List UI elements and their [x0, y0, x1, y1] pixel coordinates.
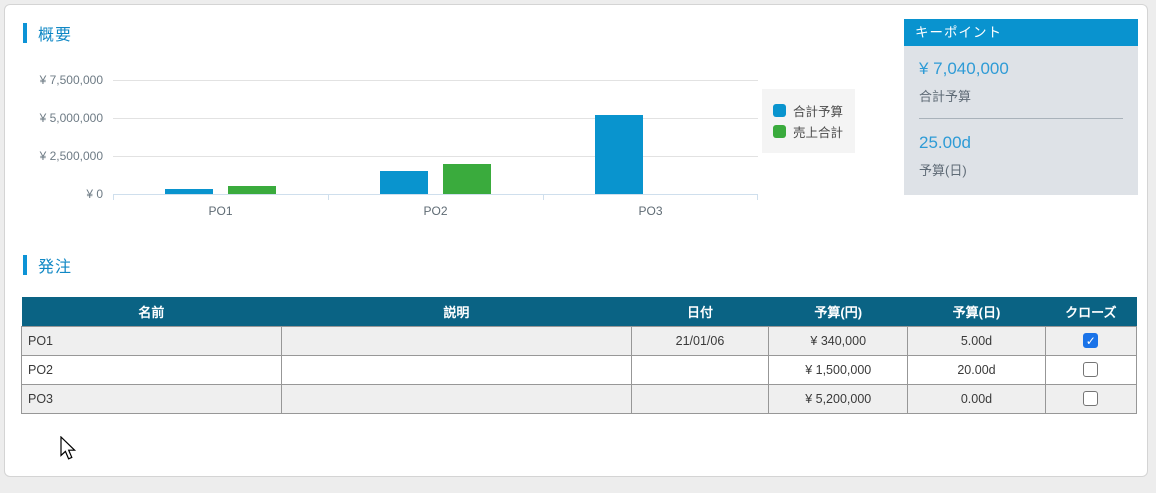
gridline-7500000: [113, 80, 758, 81]
y-tick-label: ¥ 0: [86, 187, 103, 201]
keypoint-value: 25.00d: [919, 133, 971, 152]
overview-title-text: 概要: [38, 27, 73, 44]
bar-PO1-売上合計: [228, 186, 276, 194]
legend-swatch-icon: [773, 125, 786, 138]
section-accent-bar: [23, 23, 27, 43]
x-axis-tick: [113, 194, 114, 200]
column-header-日付: 日付: [631, 297, 769, 326]
gridline-5000000: [113, 118, 758, 119]
column-header-名前: 名前: [21, 297, 282, 326]
chart-legend: 合計予算 売上合計: [762, 89, 856, 153]
keypoints-panel: キーポイント ¥ 7,040,000 合計予算 25.00d 予算(日): [904, 19, 1138, 195]
orders-section-title: 発注: [23, 254, 72, 276]
keypoint-label: 合計予算: [919, 89, 972, 104]
cell-date: [630, 354, 770, 385]
cell-name: PO3: [21, 383, 282, 414]
legend-label: 売上合計: [793, 126, 844, 140]
table-row-PO1[interactable]: PO1 21/01/06 ¥ 340,000 5.00d ✓: [21, 325, 1138, 356]
legend-swatch-icon: [773, 104, 786, 117]
bar-PO2-合計予算: [380, 171, 428, 194]
x-category-label: PO3: [638, 204, 663, 218]
gridline-2500000: [113, 156, 758, 157]
bar-PO3-合計予算: [595, 115, 643, 194]
cell-budget-yen: ¥ 5,200,000: [768, 383, 909, 414]
keypoints-divider: [919, 118, 1123, 119]
closed-checkbox[interactable]: ✓: [1083, 333, 1099, 348]
column-header-クローズ: クローズ: [1045, 297, 1137, 326]
x-axis-tick: [757, 194, 758, 200]
x-category-label: PO2: [423, 204, 448, 218]
section-accent-bar: [23, 255, 27, 275]
y-tick-label: ¥ 5,000,000: [39, 111, 103, 125]
cell-budget-yen: ¥ 340,000: [768, 325, 909, 356]
cell-closed: ✓: [1044, 325, 1138, 356]
keypoints-body: ¥ 7,040,000 合計予算 25.00d 予算(日): [904, 46, 1138, 195]
bar-PO1-合計予算: [165, 188, 213, 194]
overview-section-title: 概要: [23, 22, 72, 44]
orders-table-header-row: 名前 説明 日付 予算(円) 予算(日) クローズ: [21, 297, 1137, 326]
chart-group-PO1: [113, 80, 328, 194]
closed-checkbox[interactable]: [1083, 391, 1099, 406]
chart-group-PO3: [543, 80, 758, 194]
y-tick-label: ¥ 7,500,000: [39, 73, 103, 87]
x-category-label: PO1: [208, 204, 233, 218]
legend-item: 売上合計: [773, 122, 843, 141]
cell-budget-days: 20.00d: [907, 354, 1046, 385]
chart-plot: PO1 PO2 PO3: [113, 80, 758, 218]
cell-description: [280, 383, 632, 414]
cell-closed: [1044, 354, 1138, 385]
keypoints-header: キーポイント: [904, 19, 1138, 46]
cell-budget-yen: ¥ 1,500,000: [768, 354, 909, 385]
cell-date: [630, 383, 770, 414]
cell-description: [280, 354, 632, 385]
table-row-PO3[interactable]: PO3 ¥ 5,200,000 0.00d: [21, 383, 1138, 414]
column-header-説明: 説明: [281, 297, 632, 326]
table-row-PO2[interactable]: PO2 ¥ 1,500,000 20.00d: [21, 354, 1138, 385]
cell-budget-days: 0.00d: [907, 383, 1046, 414]
orders-table: 名前 説明 日付 予算(円) 予算(日) クローズ PO1 21/01/06 ¥ 340,00…: [21, 297, 1138, 414]
cell-description: [280, 325, 632, 356]
x-axis-tick: [328, 194, 329, 200]
mouse-cursor: [60, 436, 77, 460]
column-header-予算(日): 予算(日): [907, 297, 1046, 326]
column-header-予算(円): 予算(円): [768, 297, 908, 326]
cell-date: 21/01/06: [630, 325, 770, 356]
bar-PO2-売上合計: [443, 164, 491, 194]
cell-closed: [1044, 383, 1138, 414]
y-tick-label: ¥ 2,500,000: [39, 149, 103, 163]
keypoint-value: ¥ 7,040,000: [919, 59, 1009, 78]
main-card: 概要 ¥ 7,500,000 ¥ 5,000,000 ¥ 2,500,000 ¥ 0 …: [4, 4, 1148, 477]
keypoint-label: 予算(日): [919, 163, 967, 178]
cell-name: PO2: [21, 354, 282, 385]
chart-group-PO2: [328, 80, 543, 194]
x-axis-tick: [543, 194, 544, 200]
cell-name: PO1: [21, 325, 282, 356]
legend-item: 合計予算: [773, 101, 843, 120]
legend-label: 合計予算: [793, 105, 844, 119]
closed-checkbox[interactable]: [1083, 362, 1099, 377]
x-axis-line: [113, 194, 758, 195]
cell-budget-days: 5.00d: [907, 325, 1046, 356]
orders-title-text: 発注: [38, 259, 73, 276]
